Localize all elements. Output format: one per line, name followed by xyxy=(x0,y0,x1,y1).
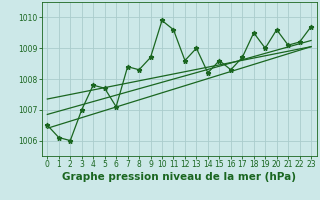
X-axis label: Graphe pression niveau de la mer (hPa): Graphe pression niveau de la mer (hPa) xyxy=(62,172,296,182)
